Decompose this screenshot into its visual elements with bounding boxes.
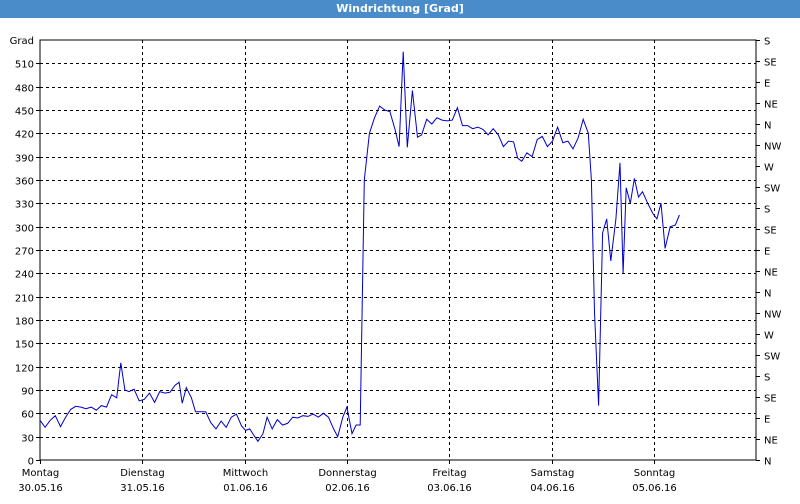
right-tick-label: N <box>764 457 771 468</box>
y-tick-label: 480 <box>15 84 34 95</box>
x-tick-day-label: Mittwoch <box>223 468 268 479</box>
right-tick-label: SW <box>764 352 780 363</box>
y-tick-label: 270 <box>15 247 34 258</box>
right-tick-label: NW <box>764 310 781 321</box>
right-tick-label: E <box>764 415 770 426</box>
x-tick-day-label: Sonntag <box>634 468 676 479</box>
y-tick-label: 180 <box>15 317 34 328</box>
y-tick-label: 390 <box>15 154 34 165</box>
right-tick-label: S <box>764 373 770 384</box>
x-tick-date-label: 05.06.16 <box>632 483 677 494</box>
x-tick-date-label: 31.05.16 <box>120 483 165 494</box>
x-tick-date-label: 03.06.16 <box>427 483 472 494</box>
right-tick-label: SE <box>764 58 777 69</box>
x-tick-day-label: Donnerstag <box>318 468 376 479</box>
chart-title: Windrichtung [Grad] <box>336 2 464 15</box>
series-line <box>39 51 680 443</box>
right-tick-label: SW <box>764 184 780 195</box>
right-tick-label: SE <box>764 394 777 405</box>
right-tick-label: W <box>764 331 774 342</box>
y-tick-label: 60 <box>21 410 34 421</box>
y-tick-label: 30 <box>21 434 34 445</box>
x-tick-day-label: Dienstag <box>120 468 165 479</box>
y-tick-label: 450 <box>15 107 34 118</box>
y-tick-label: 300 <box>15 224 34 235</box>
chart-area: 0 30 60 90 120 150 180 210 240 270 300 330 360 390 420… <box>0 18 800 500</box>
y-tick-label: 330 <box>15 200 34 211</box>
x-tick-date-label: 01.06.16 <box>223 483 268 494</box>
y-tick-label: 120 <box>15 364 34 375</box>
y-tick-label: 150 <box>15 340 34 351</box>
right-tick-label: N <box>764 121 771 132</box>
y-tick-label: 90 <box>21 387 34 398</box>
right-tick-label: SE <box>764 226 777 237</box>
right-tick-label: W <box>764 163 774 174</box>
right-tick-label: N <box>764 289 771 300</box>
y-tick-label: 240 <box>15 270 34 281</box>
right-tick-label: NE <box>764 100 778 111</box>
x-tick-day-label: Freitag <box>432 468 466 479</box>
x-tick-date-label: 04.06.16 <box>530 483 575 494</box>
right-tick-label: E <box>764 79 770 90</box>
y-tick-label: 420 <box>15 130 34 141</box>
right-tick-label: E <box>764 247 770 258</box>
chart-title-bar: Windrichtung [Grad] <box>0 0 800 18</box>
wind-direction-chart: 0 30 60 90 120 150 180 210 240 270 300 330 360 390 420… <box>10 36 782 494</box>
x-tick-day-label: Samstag <box>531 468 575 479</box>
y-tick-label: 360 <box>15 177 34 188</box>
right-tick-label: S <box>764 37 770 48</box>
right-tick-label: S <box>764 205 770 216</box>
x-tick-date-label: 02.06.16 <box>325 483 370 494</box>
x-tick-day-label: Montag <box>22 468 59 479</box>
y-tick-label: 510 <box>15 60 34 71</box>
y-tick-label: 210 <box>15 294 34 305</box>
y-axis-label: Grad <box>10 36 34 47</box>
right-tick-label: NE <box>764 436 778 447</box>
y-tick-label: 0 <box>28 457 34 468</box>
right-tick-label: NE <box>764 268 778 279</box>
x-tick-date-label: 30.05.16 <box>18 483 63 494</box>
right-tick-label: NW <box>764 142 781 153</box>
